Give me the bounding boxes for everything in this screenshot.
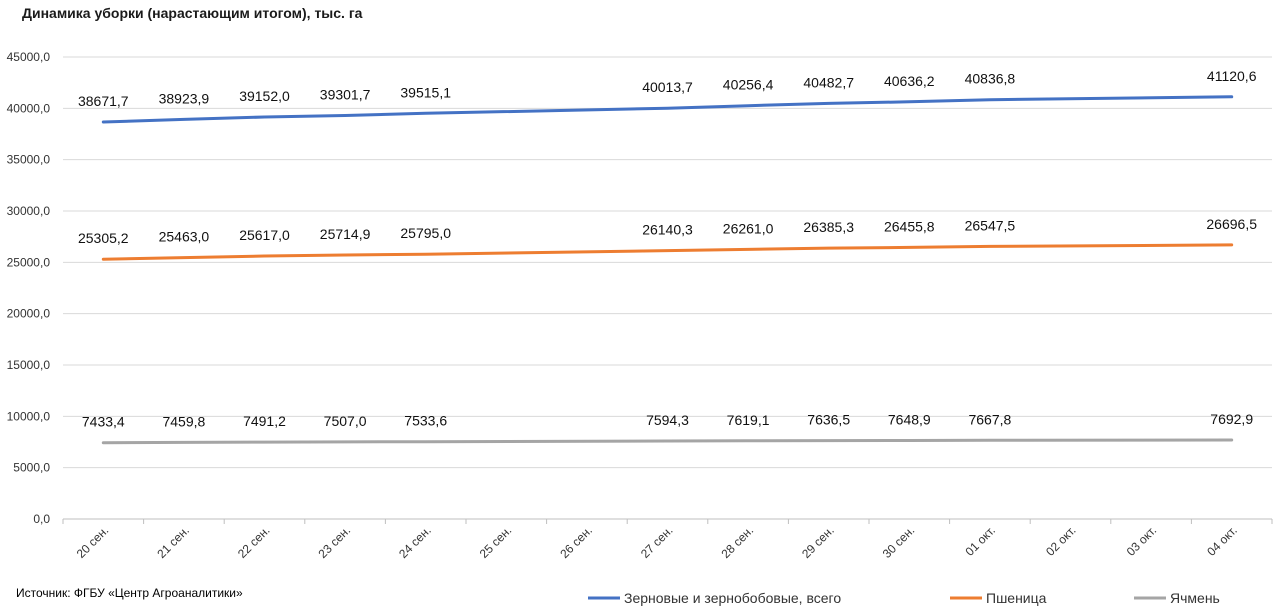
y-tick-label: 5000,0	[13, 461, 50, 475]
legend-label: Ячмень	[1170, 590, 1220, 606]
data-label: 39515,1	[400, 84, 451, 100]
data-label: 26547,5	[965, 217, 1016, 233]
data-label: 39152,0	[239, 88, 290, 104]
x-tick-label: 22 сен.	[235, 523, 273, 561]
y-tick-label: 0,0	[33, 512, 50, 526]
data-label: 26455,8	[884, 218, 935, 234]
data-label: 7594,3	[646, 412, 689, 428]
x-tick-label: 30 сен.	[880, 523, 918, 561]
data-label: 7667,8	[968, 411, 1011, 427]
y-tick-label: 30000,0	[7, 204, 51, 218]
data-label: 7648,9	[888, 411, 931, 427]
series-line-2	[101, 243, 1234, 261]
x-axis: 20 сен. 21 сен. 22 сен. 23 сен. 24 сен. 25 се…	[62, 519, 1273, 561]
y-axis: 0,0 5000,0 10000,0 15000,0 20000,0 25000,0 300…	[7, 50, 51, 526]
data-label: 7491,2	[243, 413, 286, 429]
y-tick-label: 45000,0	[7, 50, 51, 64]
gridlines	[63, 56, 1272, 520]
x-tick-label: 29 сен.	[799, 523, 837, 561]
data-labels: 38671,7 38923,9 39152,0 39301,7 39515,1 40013…	[78, 68, 1257, 430]
data-label: 7692,9	[1210, 411, 1253, 427]
data-label: 25617,0	[239, 227, 290, 243]
data-label: 26261,0	[723, 220, 774, 236]
data-label: 40013,7	[642, 79, 693, 95]
data-label: 41120,6	[1207, 68, 1257, 84]
data-label: 38671,7	[78, 93, 129, 109]
x-tick-label: 26 сен.	[557, 523, 595, 561]
chart-title: Динамика уборки (нарастающим итогом), ты…	[22, 5, 363, 21]
data-label: 26696,5	[1206, 216, 1257, 232]
x-tick-label: 01 окт.	[962, 523, 998, 559]
data-label: 7433,4	[82, 414, 125, 430]
series-line-3	[101, 438, 1234, 445]
legend-label: Пшеница	[986, 590, 1047, 606]
x-tick-label: 23 сен.	[316, 523, 354, 561]
data-label: 25795,0	[400, 225, 451, 241]
x-tick-label: 28 сен.	[719, 523, 757, 561]
data-label: 7636,5	[807, 412, 850, 428]
data-label: 7459,8	[162, 413, 205, 429]
data-label: 7619,1	[727, 412, 770, 428]
data-label: 40482,7	[803, 74, 854, 90]
series-lines	[101, 95, 1234, 445]
x-tick-label: 25 сен.	[477, 523, 515, 561]
data-label: 40636,2	[884, 73, 935, 89]
data-label: 7507,0	[324, 413, 367, 429]
legend: Зерновые и зернобобовые, всего Пшеница Ячм…	[588, 590, 1220, 606]
x-tick-label: 04 окт.	[1204, 523, 1240, 559]
x-tick-label: 20 сен.	[74, 523, 112, 561]
data-label: 26140,3	[642, 222, 693, 238]
data-label: 25305,2	[78, 230, 129, 246]
data-label: 39301,7	[320, 87, 371, 103]
source-note: Источник: ФГБУ «Центр Агроаналитики»	[16, 586, 243, 600]
series-line-1	[101, 95, 1234, 124]
data-label: 25463,0	[159, 229, 210, 245]
y-tick-label: 15000,0	[7, 358, 51, 372]
y-tick-label: 40000,0	[7, 101, 51, 115]
y-tick-label: 25000,0	[7, 255, 51, 269]
data-label: 38923,9	[159, 90, 210, 106]
y-tick-label: 20000,0	[7, 307, 51, 321]
x-tick-label: 03 окт.	[1124, 523, 1160, 559]
data-label: 40836,8	[965, 71, 1016, 87]
data-label: 40256,4	[723, 77, 774, 93]
data-label: 25714,9	[320, 226, 371, 242]
data-label: 26385,3	[803, 219, 854, 235]
y-tick-label: 35000,0	[7, 153, 51, 167]
x-tick-label: 21 сен.	[154, 523, 192, 561]
x-tick-label: 24 сен.	[396, 523, 434, 561]
x-tick-label: 27 сен.	[638, 523, 676, 561]
x-tick-label: 02 окт.	[1043, 523, 1079, 559]
legend-label: Зерновые и зернобобовые, всего	[624, 590, 841, 606]
data-label: 7533,6	[404, 413, 447, 429]
y-tick-label: 10000,0	[7, 409, 51, 423]
